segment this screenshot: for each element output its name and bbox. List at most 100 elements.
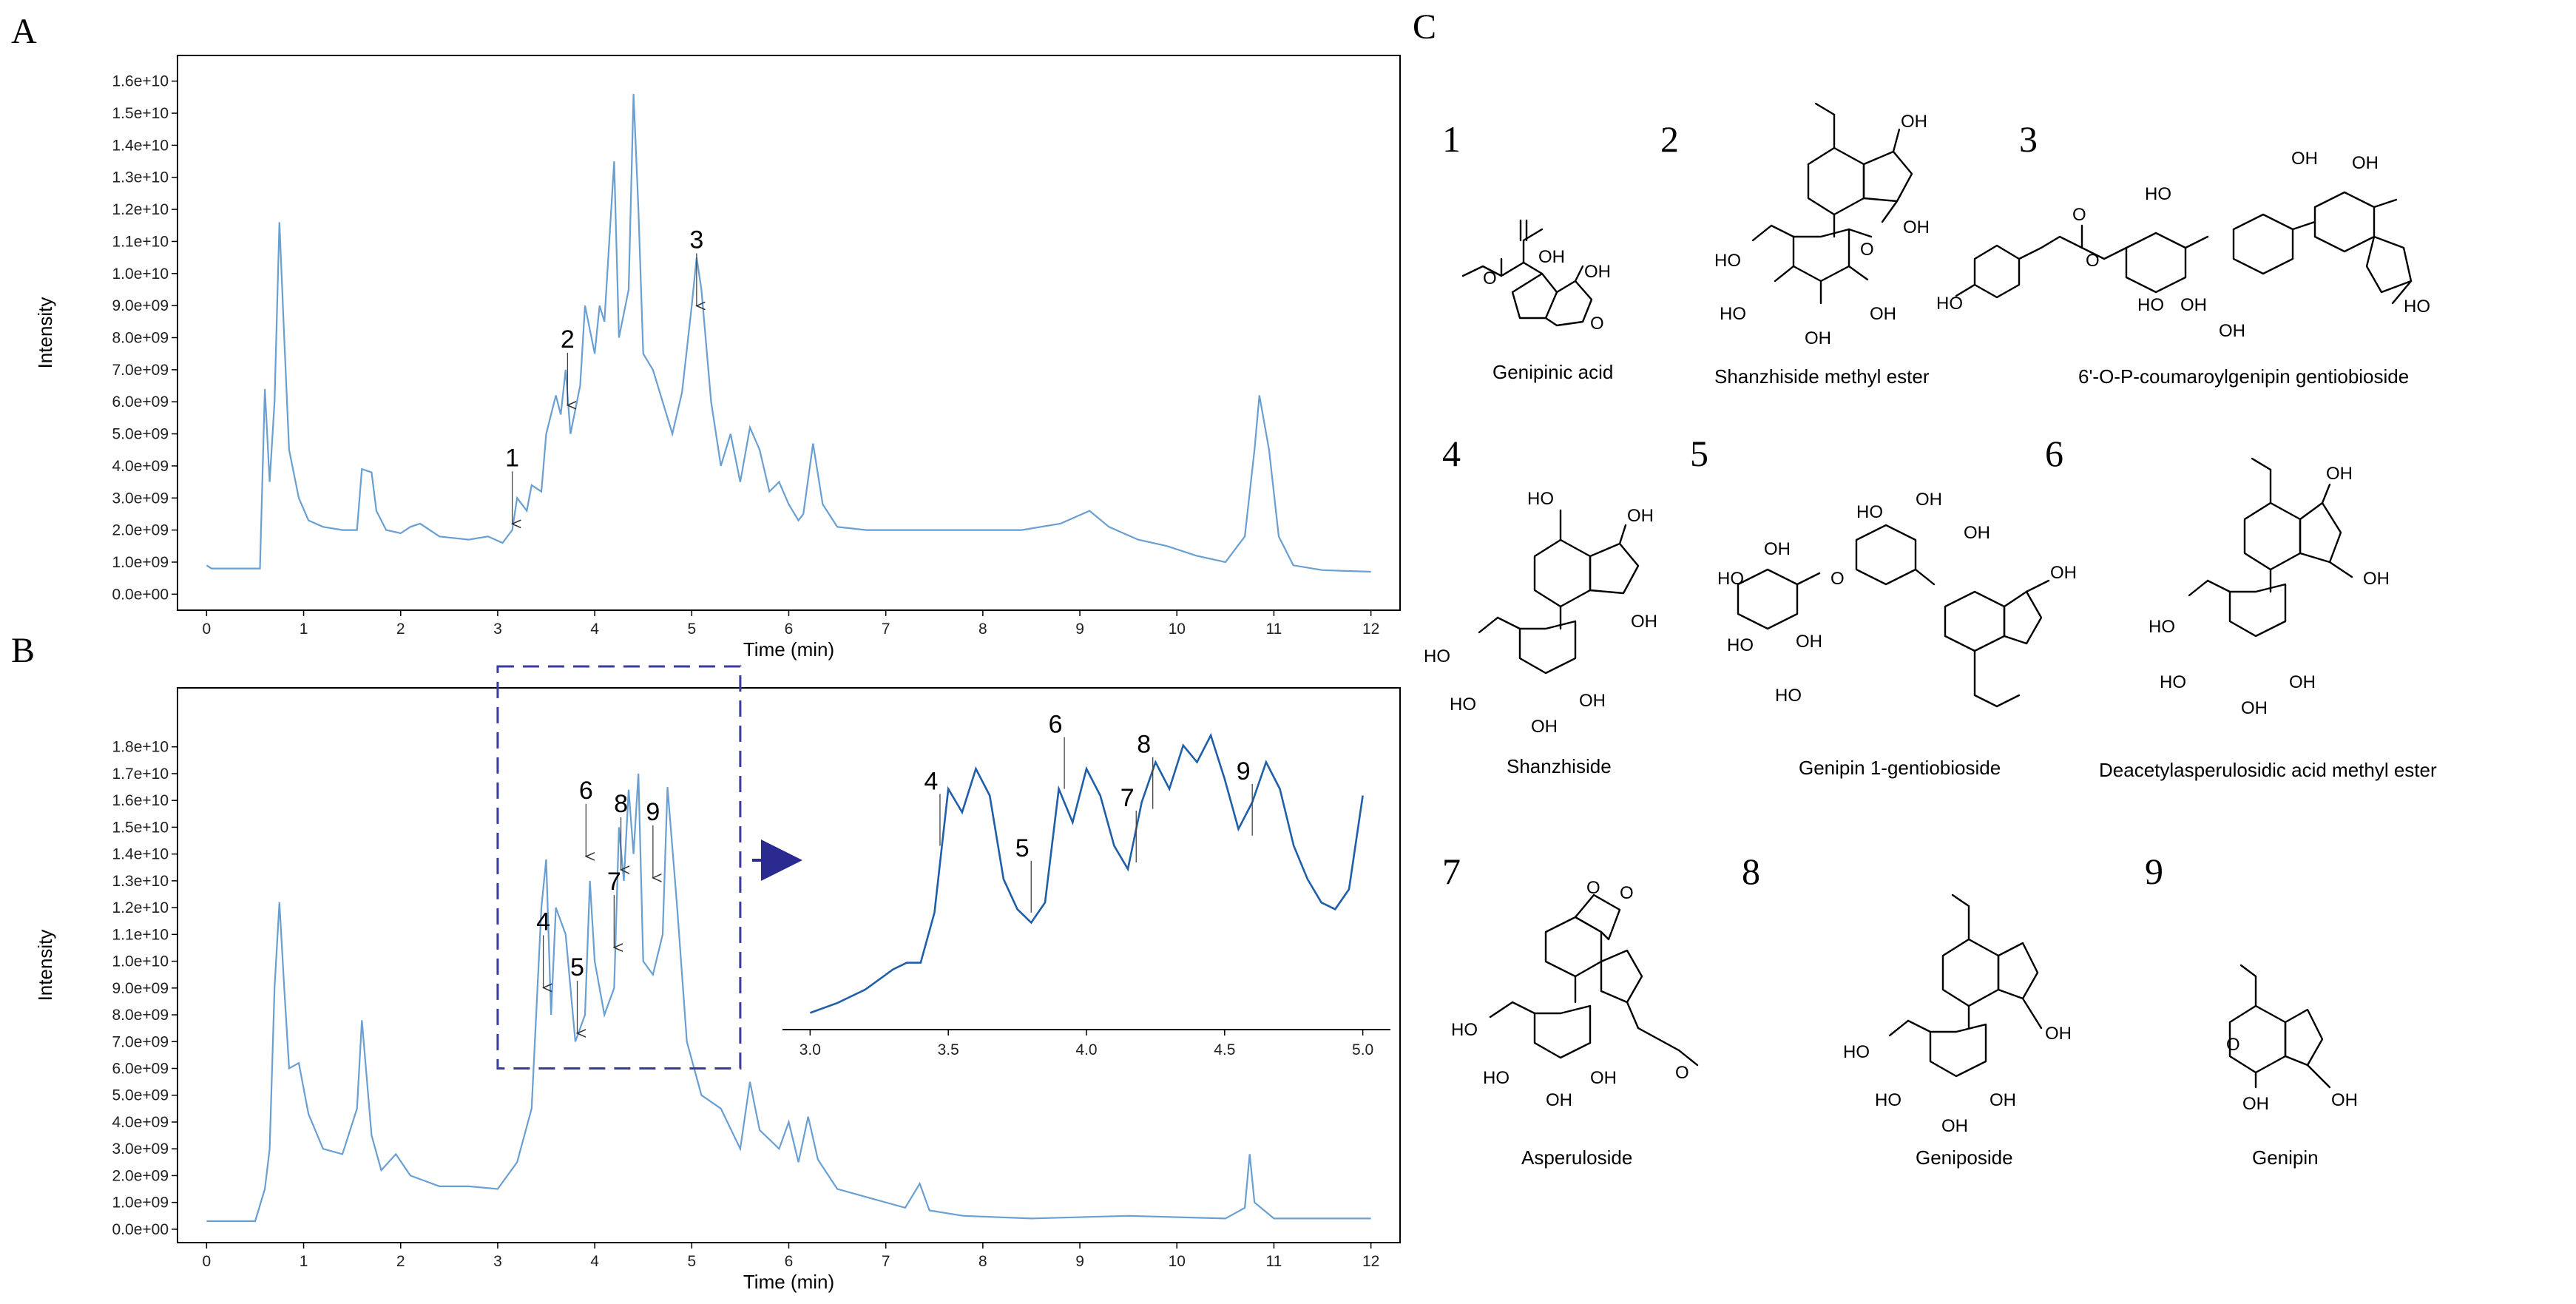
inset-peak-label: 9 — [1237, 757, 1251, 786]
peak-label: 8 — [614, 790, 628, 818]
compound-number: 4 — [1442, 433, 1461, 474]
peak-label: 1 — [505, 444, 519, 472]
compound-number: 2 — [1660, 118, 1679, 160]
atom-label: OH — [2241, 698, 2268, 718]
atom-label: O — [1830, 569, 1845, 589]
y-tick-label: 8.0e+09 — [112, 1007, 169, 1024]
y-tick-label: 1.7e+10 — [112, 766, 169, 783]
compound-5: 5 HO OH HO OH O HO OH OH OH HO — [1690, 433, 2077, 779]
atom-label: OH — [2291, 149, 2318, 169]
y-tick-label: 1.5e+10 — [112, 105, 169, 122]
compound-number: 3 — [2019, 118, 2038, 160]
zoom-region-box — [496, 665, 742, 1070]
atom-label: HO — [1936, 294, 1963, 314]
plot-frame — [177, 55, 1401, 611]
compound-2: 2 O OH OH HO HO OH — [1660, 102, 1930, 388]
x-tick-label: 2 — [396, 621, 405, 638]
peak-label: 7 — [607, 868, 621, 896]
x-tick-label: 9 — [1075, 1253, 1084, 1270]
compound-9: 9 O OH OH Genipin — [2145, 851, 2358, 1169]
peak-label: 9 — [646, 798, 660, 826]
inset-peak-label: 8 — [1137, 731, 1151, 759]
atom-label: OH — [1870, 304, 1896, 324]
atom-label: HO — [1483, 1068, 1510, 1088]
x-tick-label: 6 — [785, 1253, 794, 1270]
compound-6: 6 OH OH HO HO OH OH Deacetylasperulosidi… — [2045, 433, 2437, 781]
compound-structures: 1 O OH OH O Genipinic acid 2 — [1424, 102, 2437, 1169]
atom-label: OH — [1964, 523, 1990, 543]
y-tick-label: 8.0e+09 — [112, 330, 169, 347]
atom-label: O — [1860, 240, 1874, 260]
y-tick-label: 1.4e+10 — [112, 137, 169, 154]
chromatogram-inset: 3.0 3.5 4.0 4.5 5.0 4 5 6 78 9 — [782, 711, 1390, 1058]
plot-frame — [177, 687, 1401, 1243]
atom-label: OH — [2050, 563, 2077, 583]
compound-name: Shanzhiside methyl ester — [1714, 365, 1930, 388]
atom-label: HO — [1424, 646, 1450, 666]
atom-label: HO — [1775, 686, 1802, 706]
x-tick-label: 2 — [396, 1253, 405, 1270]
peak-label: 4 — [536, 908, 550, 936]
inset-peak-label: 6 — [1049, 711, 1063, 739]
y-tick-label: 7.0e+09 — [112, 362, 169, 379]
x-tick-label: 1 — [300, 1253, 308, 1270]
atom-label: O — [1483, 268, 1497, 288]
inset-x-tick-label: 3.0 — [799, 1041, 821, 1058]
series-line — [206, 773, 1371, 1223]
atom-label: HO — [2404, 297, 2430, 317]
y-tick-label: 4.0e+09 — [112, 458, 169, 475]
y-tick-label: 1.0e+10 — [112, 953, 169, 970]
x-tick-label: 7 — [882, 621, 890, 638]
x-tick-label: 8 — [978, 1253, 987, 1270]
compound-name: Shanzhiside — [1507, 755, 1612, 777]
y-tick-label: 6.0e+09 — [112, 393, 169, 411]
y-tick-label: 1.2e+10 — [112, 201, 169, 218]
peak-label: 3 — [689, 226, 703, 254]
x-tick-label: 10 — [1169, 621, 1186, 638]
y-tick-label: 1.1e+10 — [112, 233, 169, 250]
atom-label: HO — [1856, 502, 1883, 522]
atom-label: OH — [1941, 1116, 1968, 1136]
y-tick-label: 1.6e+10 — [112, 792, 169, 809]
inset-peak-label: 5 — [1015, 834, 1030, 862]
atom-label: O — [1586, 878, 1600, 898]
y-tick-label: 1.3e+10 — [112, 169, 169, 186]
atom-label: HO — [2160, 672, 2186, 692]
y-tick-label: 1.1e+10 — [112, 926, 169, 943]
compound-name: 6'-O-P-coumaroylgenipin gentiobioside — [2078, 365, 2409, 388]
x-tick-label: 5 — [687, 1253, 696, 1270]
y-tick-label: 9.0e+09 — [112, 297, 169, 314]
compound-8: 8 OH HO HO OH OH Geniposide — [1742, 851, 2072, 1169]
atom-label: HO — [1875, 1090, 1901, 1110]
compound-name: Deacetylasperulosidic acid methyl ester — [2099, 759, 2437, 781]
y-tick-label: 3.0e+09 — [112, 1141, 169, 1158]
compound-number: 8 — [1742, 851, 1760, 892]
x-tick-label: 8 — [978, 621, 987, 638]
y-tick-label: 2.0e+09 — [112, 1167, 169, 1184]
atom-label: OH — [1538, 247, 1565, 267]
compound-3: 3 HO O O HO HO OH — [1936, 118, 2430, 388]
atom-label: O — [1675, 1063, 1689, 1083]
atom-label: HO — [2137, 295, 2164, 315]
peak-label: 6 — [579, 777, 593, 805]
x-tick-label: 12 — [1362, 1253, 1379, 1270]
peak-label: 2 — [561, 325, 575, 354]
compound-name: Genipinic acid — [1492, 361, 1613, 383]
x-tick-label: 1 — [300, 621, 308, 638]
y-tick-label: 1.0e+09 — [112, 554, 169, 571]
atom-label: OH — [1579, 691, 1606, 711]
y-tick-label: 6.0e+09 — [112, 1060, 169, 1077]
compound-name: Genipin 1-gentiobioside — [1799, 757, 2001, 779]
atom-label: OH — [1805, 328, 1831, 348]
inset-x-tick-label: 4.0 — [1075, 1041, 1097, 1058]
inset-x-tick-label: 4.5 — [1214, 1041, 1235, 1058]
y-tick-label: 0.0e+00 — [112, 586, 169, 603]
atom-label: OH — [1584, 262, 1611, 282]
y-tick-label: 3.0e+09 — [112, 490, 169, 507]
peak-label: 5 — [570, 953, 584, 982]
atom-label: O — [2226, 1035, 2240, 1055]
atom-label: OH — [2045, 1024, 2072, 1044]
atom-label: O — [2072, 205, 2086, 225]
x-tick-label: 9 — [1075, 621, 1084, 638]
x-tick-label: 0 — [203, 621, 212, 638]
